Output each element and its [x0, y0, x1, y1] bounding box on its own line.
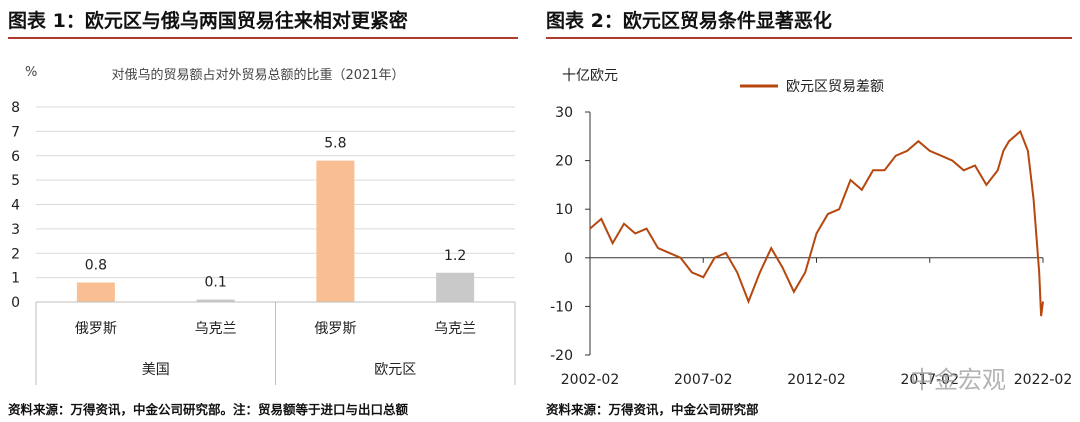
- y-tick-label: 20: [555, 154, 573, 170]
- y-tick-label: 30: [555, 105, 573, 121]
- group-label: 欧元区: [374, 362, 416, 378]
- y-tick-label: 0: [564, 251, 573, 267]
- y-tick-label: 4: [11, 198, 20, 214]
- x-tick-label: 2022-02: [1014, 372, 1073, 388]
- x-tick-label: 2012-02: [787, 372, 846, 388]
- y-tick-label: 3: [11, 222, 20, 238]
- figure-2-title: 图表 2：欧元区贸易条件显著恶化: [546, 10, 832, 32]
- y-axis-unit: 十亿欧元: [562, 68, 618, 84]
- y-tick-label: -20: [550, 348, 573, 364]
- y-tick-label: 5: [11, 173, 20, 189]
- figure-1-title-rule: [8, 37, 518, 39]
- y-tick-label: 7: [11, 124, 20, 140]
- y-tick-label: 8: [11, 100, 20, 116]
- bar: [436, 272, 475, 302]
- y-tick-label: 10: [555, 202, 573, 218]
- y-tick-label: 1: [11, 271, 20, 287]
- x-tick-label: 乌克兰: [434, 321, 476, 337]
- y-tick-label: 2: [11, 246, 20, 262]
- watermark: 中金宏观: [910, 366, 1006, 394]
- x-tick-label: 2002-02: [561, 372, 620, 388]
- bar: [76, 282, 115, 302]
- data-label: 1.2: [444, 248, 466, 264]
- x-tick-label: 2007-02: [674, 372, 733, 388]
- series-line-trade-balance: [589, 129, 1044, 317]
- figure-2-title-rule: [546, 37, 1072, 39]
- line-chart: 十亿欧元 欧元区贸易差额 -20 -10 0 10 20 30 2002-02 2007-0…: [550, 68, 1073, 388]
- x-tick-label: 2017-02: [901, 372, 960, 388]
- group-label: 美国: [142, 362, 170, 378]
- y-tick-label: -10: [550, 299, 573, 315]
- x-tick-label: 俄罗斯: [314, 321, 356, 337]
- figure-1-title: 图表 1：欧元区与俄乌两国贸易往来相对更紧密: [8, 10, 408, 32]
- chart-title: 对俄乌的贸易额占对外贸易总额的比重（2021年）: [111, 67, 404, 83]
- bar: [196, 299, 235, 302]
- data-label: 0.8: [85, 258, 107, 274]
- legend-label: 欧元区贸易差额: [786, 79, 884, 95]
- y-axis-unit: %: [25, 65, 37, 80]
- y-tick-label: 6: [11, 149, 20, 165]
- x-tick-label: 乌克兰: [195, 321, 237, 337]
- data-label: 5.8: [324, 136, 346, 152]
- figure-2-source: 资料来源：万得资讯，中金公司研究部: [546, 402, 759, 417]
- legend: 欧元区贸易差额: [740, 79, 884, 95]
- x-tick-label: 俄罗斯: [75, 321, 117, 337]
- bar: [316, 160, 355, 302]
- bar-chart: % 对俄乌的贸易额占对外贸易总额的比重（2021年） 0.80.15.81.2 …: [11, 65, 516, 385]
- y-tick-label: 0: [11, 295, 20, 311]
- figure-1-source: 资料来源：万得资讯，中金公司研究部。注：贸易额等于进口与出口总额: [8, 402, 409, 417]
- data-label: 0.1: [204, 275, 226, 291]
